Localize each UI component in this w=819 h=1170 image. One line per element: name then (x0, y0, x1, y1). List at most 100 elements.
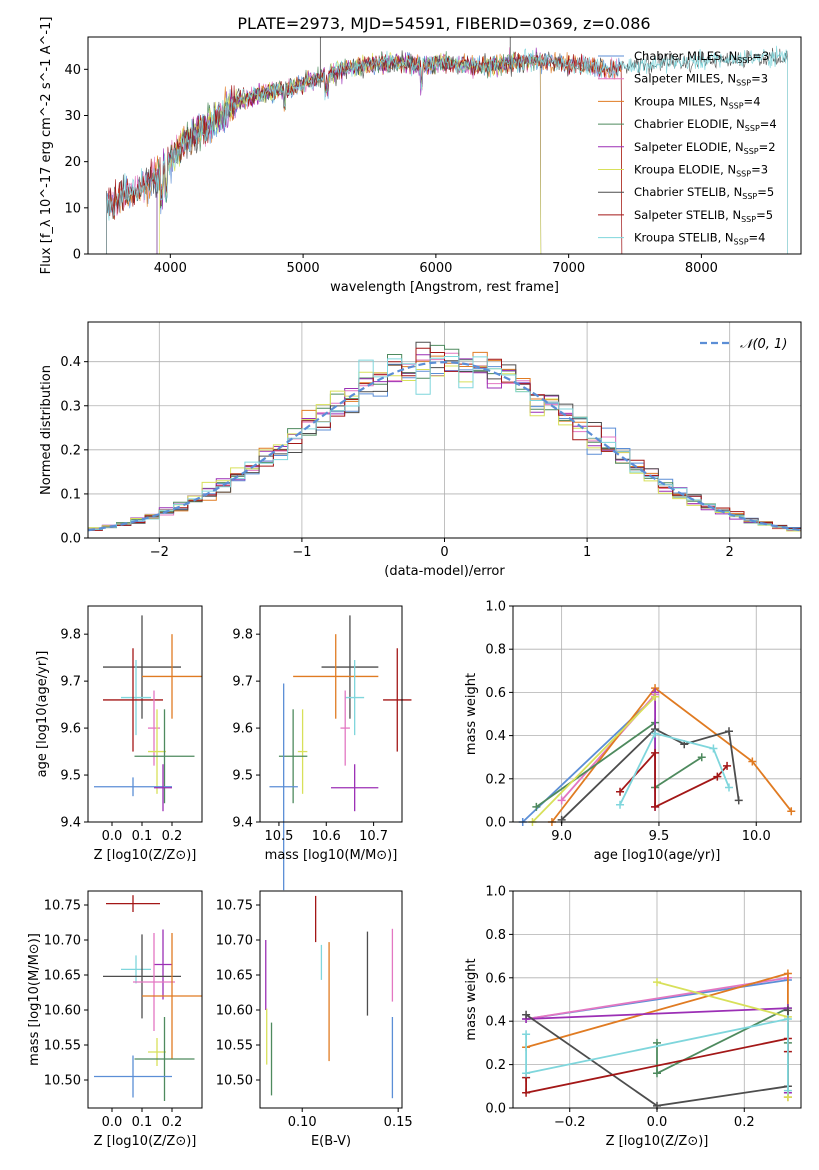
panel-residuals: −2 −1 0 1 2 0.0 0.1 0.2 0.3 0.4 (data-model)/error… (39, 321, 802, 579)
weight-marker (616, 800, 625, 809)
panel-weight_vs_Z: −0.2 0.0 0.2 0.0 0.2 0.4 0.6 0.8 1.0 Z [log10(Z/Z… (464, 885, 802, 1149)
spectrum-line (156, 51, 542, 254)
weight-marker (653, 1069, 661, 1078)
weight-marker (653, 978, 661, 987)
legend-series-name: Kroupa ELODIE (634, 163, 720, 177)
figure-title: PLATE=2973, MJD=54591, FIBERID=0369, z=0… (237, 14, 650, 33)
y-tick-label: 0.2 (60, 443, 81, 458)
errorbar-point (103, 648, 163, 752)
x-axis-label: (data-model)/error (384, 564, 505, 579)
x-tick-label: 0.2 (162, 1115, 183, 1130)
weight-line (619, 732, 730, 806)
legend-series-name: Kroupa MILES (634, 94, 713, 108)
weight-marker (651, 748, 660, 757)
legend-label: Kroupa STELIB, NSSP=4 (634, 231, 766, 247)
legend-nssp-value: 5 (767, 185, 774, 199)
plot-area (94, 895, 202, 1101)
legend-nssp-eq: = (751, 72, 761, 86)
errorbar-point (293, 634, 379, 719)
legend-nssp-sub: SSP (745, 124, 760, 133)
weight-line (551, 686, 793, 823)
weight-marker (557, 796, 566, 805)
x-tick-label: 0.10 (288, 1115, 317, 1130)
spectrum-line (106, 51, 623, 254)
x-tick-label: 0.0 (102, 1115, 123, 1130)
plot-layer: 4000 5000 6000 7000 8000010203040wavelength … (27, 17, 802, 1149)
weight-marker (725, 727, 733, 736)
panel-age_vs_mass: 10.5 10.6 10.7 9.4 9.5 9.6 9.7 9.8 mass [log10(M… (232, 605, 412, 891)
y-tick-label: 10.50 (216, 1074, 253, 1089)
legend-nssp-sub: SSP (729, 101, 744, 110)
y-tick-label: 0.1 (60, 487, 81, 502)
weight-marker (616, 787, 625, 796)
y-tick-label: 1.0 (485, 600, 506, 615)
y-tick-label: 9.7 (232, 675, 253, 690)
axes-frame (512, 605, 802, 823)
weight-line (619, 750, 728, 809)
legend-nssp-sub: SSP (736, 170, 751, 179)
weight-marker (723, 761, 732, 770)
legend-nssp-eq: = (757, 185, 767, 199)
x-tick-label: 4000 (154, 261, 187, 276)
weight-line (531, 696, 656, 823)
x-tick-label: 6000 (419, 261, 452, 276)
y-tick-label: 0.3 (60, 399, 81, 414)
legend-nssp-eq: = (756, 208, 766, 222)
x-tick-label: 0.15 (384, 1115, 413, 1130)
legend-nssp-value: 4 (758, 231, 765, 245)
errorbar-point (142, 933, 202, 1059)
x-tick-label: 0.0 (102, 829, 123, 844)
legend-nssp-prefix: , N (725, 208, 741, 222)
x-axis-label: Z [log10(Z/Z⊙)] (606, 1134, 709, 1149)
legend-label: Kroupa MILES, NSSP=4 (634, 94, 761, 110)
legend-nssp-prefix: , N (720, 72, 736, 86)
legend-nssp-sub: SSP (741, 215, 756, 224)
y-axis-label: mass weight (464, 958, 479, 1040)
plot-area (269, 615, 412, 891)
weight-marker (783, 1086, 792, 1095)
y-tick-label: 1.0 (485, 885, 506, 900)
plot-area (518, 684, 796, 826)
legend-nssp-eq: = (759, 140, 769, 154)
y-tick-label: 0.8 (485, 928, 506, 943)
errorbar-point (383, 648, 412, 752)
weight-marker (651, 692, 660, 701)
y-tick-label: 9.6 (60, 722, 81, 737)
y-tick-label: 9.4 (232, 816, 253, 831)
x-tick-label: 0.2 (162, 829, 183, 844)
legend-nssp-prefix: , N (721, 49, 737, 63)
x-tick-label: 5000 (287, 261, 320, 276)
y-tick-label: 9.6 (232, 722, 253, 737)
histogram-kroupa_stelib (88, 356, 801, 533)
legend-label: Salpeter MILES, NSSP=3 (634, 72, 768, 88)
panel-age_vs_Z: 0.0 0.1 0.2 9.4 9.5 9.6 9.7 9.8 Z [log10(Z/Z⊙)] a… (35, 605, 203, 863)
legend-nssp-prefix: , N (729, 117, 745, 131)
errorbar-point (297, 709, 308, 794)
x-tick-label: −0.2 (554, 1115, 586, 1130)
x-tick-label: 1 (583, 545, 591, 560)
errorbar-point (103, 934, 181, 1019)
legend-nssp-sub: SSP (737, 56, 752, 65)
y-tick-label: 0.8 (485, 643, 506, 658)
x-tick-label: 0.0 (647, 1115, 668, 1130)
y-tick-label: 0 (73, 248, 81, 263)
legend-nssp-eq: = (749, 231, 759, 245)
x-tick-label: 0.2 (734, 1115, 755, 1130)
weight-marker (522, 1030, 531, 1039)
y-tick-label: 0.4 (485, 1015, 506, 1030)
errorbar-point (269, 683, 298, 891)
weight-marker (522, 1069, 531, 1078)
legend-nssp-eq: = (760, 117, 770, 131)
legend-nssp-value: 4 (769, 117, 776, 131)
errorbar-point (94, 1055, 172, 1098)
weight-marker (713, 772, 722, 781)
y-tick-label: 9.5 (232, 769, 253, 784)
errorbar-point (154, 764, 172, 812)
spectrum-line (156, 47, 542, 254)
y-tick-label: 10.65 (44, 969, 81, 984)
legend-nssp-prefix: , N (726, 185, 742, 199)
weight-marker (522, 1010, 531, 1019)
legend-label: 𝒩(0, 1) (740, 337, 787, 352)
y-tick-label: 40 (64, 63, 81, 78)
legend-series-name: Kroupa STELIB (634, 231, 718, 245)
